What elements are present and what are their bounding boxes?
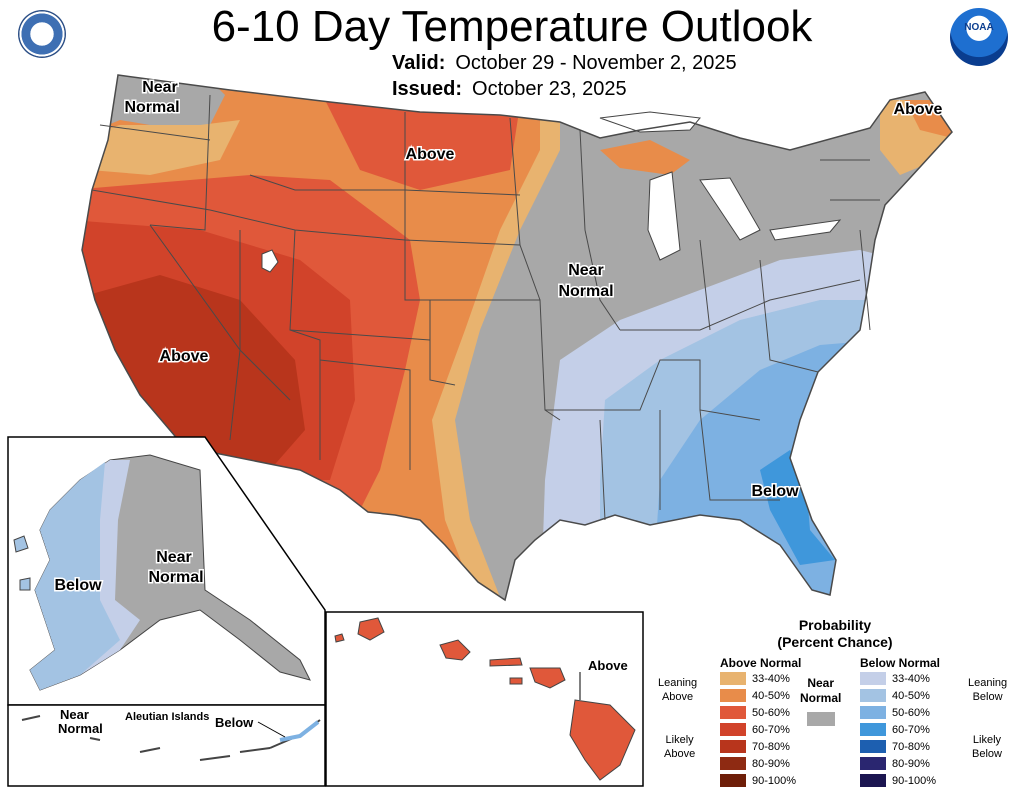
below-legend-row: 60-70% — [860, 721, 940, 738]
below-legend-row: 90-100% — [860, 772, 940, 789]
state-boundaries — [81, 74, 953, 602]
above-legend-swatch — [720, 740, 746, 753]
below-legend-label: 50-60% — [892, 706, 930, 719]
likely-above-line2: Above — [664, 748, 696, 760]
legend-likely-above: Likely Above — [664, 733, 695, 761]
above-legend-label: 60-70% — [752, 723, 790, 736]
label-nw-normal: Normal — [124, 99, 179, 116]
leaning-below-line1: Leaning — [968, 677, 1008, 689]
above-legend-row: 80-90% — [720, 755, 801, 772]
below-legend-label: 90-100% — [892, 774, 937, 787]
commerce-seal-icon — [18, 10, 66, 58]
legend-near-normal: Near Normal — [800, 676, 841, 726]
below-legend-row: 70-80% — [860, 738, 940, 755]
legend-below-head: Below Normal — [860, 656, 941, 670]
below-legend-label: 40-50% — [892, 689, 930, 702]
hawaii-inset — [325, 611, 644, 787]
valid-line: Valid: October 29 - November 2, 2025 — [392, 52, 737, 75]
likely-below-line2: Below — [972, 748, 1002, 760]
below-legend-label: 60-70% — [892, 723, 930, 736]
legend-leaning-below: Leaning Below — [968, 676, 1007, 704]
issued-label: Issued: — [392, 78, 463, 100]
valid-value: October 29 - November 2, 2025 — [455, 52, 737, 74]
below-legend-label: 33-40% — [892, 672, 930, 685]
label-nw-near: Near — [142, 79, 178, 96]
label-se-below: Below — [751, 483, 799, 500]
above-legend-swatch — [720, 774, 746, 787]
leaning-above-line2: Above — [661, 691, 694, 703]
legend-above-head: Above Normal — [720, 656, 802, 670]
great-salt-lake — [261, 249, 279, 273]
below-legend-row: 50-60% — [860, 704, 940, 721]
above-legend-row: 50-60% — [720, 704, 801, 721]
aleut-pointer-line — [257, 721, 286, 738]
above-legend-row: 33-40% — [720, 670, 801, 687]
below-legend-swatch — [860, 689, 886, 702]
label-central-near: Near — [568, 262, 604, 279]
label-ak-near: Near — [156, 549, 192, 566]
below-legend-row: 33-40% — [860, 670, 940, 687]
legend-title-line1: Probability — [798, 617, 872, 633]
below-legend-swatch — [860, 757, 886, 770]
above-legend-swatch — [720, 689, 746, 702]
above-legend-label: 80-90% — [752, 757, 790, 770]
below-legend-swatch — [860, 740, 886, 753]
page-title: 6-10 Day Temperature Outlook — [211, 2, 813, 51]
above-legend-label: 50-60% — [752, 706, 790, 719]
issued-line: Issued: October 23, 2025 — [392, 78, 627, 101]
label-sw-above: Above — [160, 348, 209, 365]
label-aleut-below: Below — [215, 715, 254, 730]
legend-above-column: Above Normal 33-40% 40-50% 50-60% 60-70% 70-… — [720, 656, 801, 789]
above-legend-label: 90-100% — [752, 774, 797, 787]
legend-leaning-above: Leaning Above — [658, 676, 697, 704]
label-hi-above: Above — [588, 658, 628, 673]
leaning-above-line1: Leaning — [658, 677, 698, 689]
label-aleut-near: Near — [60, 707, 89, 722]
legend-near-line2: Normal — [800, 691, 842, 705]
legend-below-column: Below Normal 33-40% 40-50% 50-60% 60-70% 70-… — [860, 656, 940, 789]
below-legend-row: 80-90% — [860, 755, 940, 772]
above-legend-swatch — [720, 757, 746, 770]
below-legend-swatch — [860, 706, 886, 719]
below-legend-label: 70-80% — [892, 740, 930, 753]
label-ak-below: Below — [54, 577, 102, 594]
label-central-normal: Normal — [558, 283, 613, 300]
label-ne-above: Above — [894, 101, 943, 118]
below-legend-swatch — [860, 672, 886, 685]
above-legend-label: 33-40% — [752, 672, 790, 685]
below-legend-label: 80-90% — [892, 757, 930, 770]
below-legend-swatch — [860, 723, 886, 736]
legend-title: Probability (Percent Chance) — [760, 617, 910, 651]
label-aleutian-islands: Aleutian Islands — [125, 711, 209, 723]
label-aleut-normal: Normal — [58, 721, 103, 736]
above-legend-row: 40-50% — [720, 687, 801, 704]
valid-label: Valid: — [392, 52, 446, 74]
above-legend-row: 70-80% — [720, 738, 801, 755]
above-legend-swatch — [720, 672, 746, 685]
likely-above-line1: Likely — [665, 734, 694, 746]
legend-likely-below: Likely Below — [972, 733, 1002, 761]
issued-value: October 23, 2025 — [472, 78, 627, 100]
label-north-above: Above — [406, 146, 455, 163]
above-legend-swatch — [720, 706, 746, 719]
above-legend-row: 60-70% — [720, 721, 801, 738]
above-legend-swatch — [720, 723, 746, 736]
above-legend-label: 40-50% — [752, 689, 790, 702]
above-legend-label: 70-80% — [752, 740, 790, 753]
likely-below-line1: Likely — [972, 734, 1002, 746]
leaning-below-line2: Below — [972, 691, 1003, 703]
label-ak-normal: Normal — [148, 569, 203, 586]
legend-near-swatch — [806, 712, 835, 726]
noaa-logo-icon: NOAA — [950, 8, 1008, 66]
below-legend-row: 40-50% — [860, 687, 940, 704]
legend-title-line2: (Percent Chance) — [777, 634, 893, 650]
below-legend-swatch — [860, 774, 886, 787]
legend-near-line1: Near — [807, 676, 835, 690]
alaska-inset — [7, 436, 326, 787]
above-legend-row: 90-100% — [720, 772, 801, 789]
